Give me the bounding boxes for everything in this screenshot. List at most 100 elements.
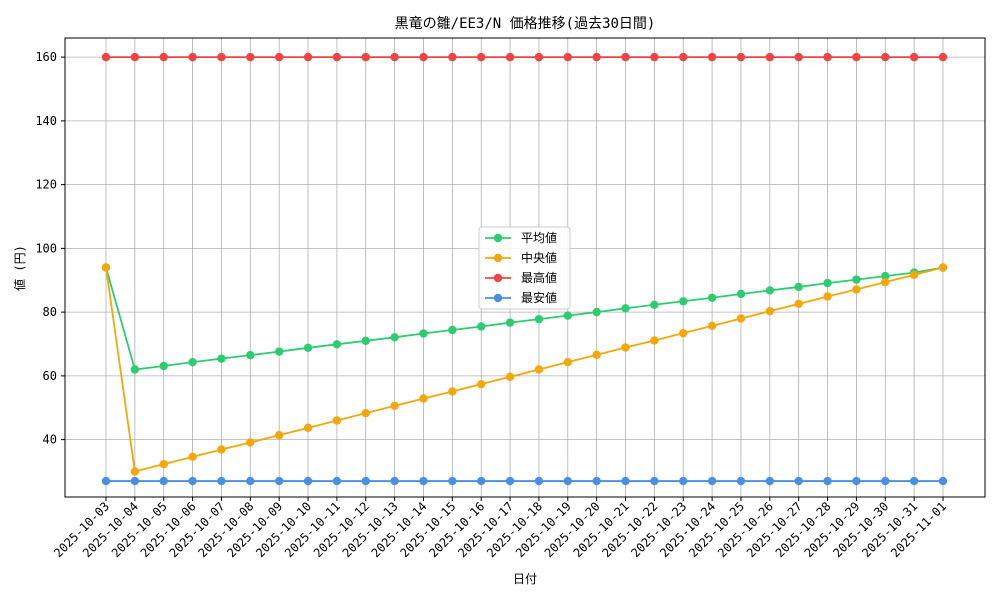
data-point	[101, 52, 111, 62]
data-point	[505, 372, 515, 382]
data-point	[274, 52, 284, 62]
data-point	[852, 275, 861, 284]
data-point	[823, 52, 832, 62]
data-point	[938, 263, 948, 272]
data-point	[650, 52, 659, 62]
x-axis-ticks: 2025-10-032025-10-042025-10-052025-10-06…	[51, 497, 949, 560]
data-point	[188, 357, 197, 367]
legend-label: 平均値	[521, 230, 557, 245]
data-point	[621, 476, 630, 486]
data-point	[881, 476, 890, 486]
data-point	[159, 361, 168, 371]
data-point	[130, 467, 140, 476]
data-point	[534, 52, 544, 62]
data-point	[159, 459, 168, 469]
data-point	[563, 52, 572, 62]
data-point	[274, 430, 284, 440]
data-point	[332, 340, 342, 349]
data-point	[419, 52, 428, 62]
data-point	[679, 476, 688, 486]
data-point	[159, 52, 168, 62]
data-point	[419, 394, 428, 403]
data-point	[852, 476, 861, 486]
legend-swatch-marker	[493, 233, 503, 243]
data-point	[505, 52, 515, 62]
data-point	[650, 336, 659, 345]
data-point	[650, 476, 659, 486]
y-tick-label: 80	[43, 305, 57, 319]
data-point	[794, 52, 803, 62]
data-point	[736, 289, 746, 299]
data-point	[765, 52, 775, 62]
data-point	[909, 476, 919, 486]
data-point	[909, 52, 919, 62]
data-point	[679, 52, 688, 62]
data-point	[101, 263, 111, 272]
data-point	[736, 476, 746, 486]
legend-box	[478, 226, 571, 310]
data-point	[765, 286, 775, 295]
series-4	[101, 476, 948, 486]
data-point	[823, 278, 832, 288]
data-point	[534, 314, 544, 324]
data-point	[130, 476, 140, 486]
series-line	[105, 266, 944, 473]
data-point	[477, 379, 486, 389]
data-point	[188, 452, 197, 462]
data-point	[592, 476, 601, 486]
y-tick-label: 60	[43, 369, 57, 383]
data-point	[650, 300, 659, 309]
data-point	[823, 476, 832, 486]
data-point	[679, 328, 688, 338]
series-2	[101, 263, 948, 476]
chart-title: 黒竜の雛/EE3/N 価格推移(過去30日間)	[395, 15, 656, 32]
data-point	[130, 52, 140, 62]
data-point	[448, 52, 457, 62]
data-point	[852, 285, 861, 294]
data-point	[332, 416, 342, 425]
data-point	[188, 476, 197, 486]
series-layer	[101, 52, 948, 486]
data-point	[390, 52, 399, 62]
data-point	[303, 343, 313, 353]
y-tick-label: 100	[35, 241, 57, 255]
data-point	[188, 52, 197, 62]
data-point	[217, 354, 226, 363]
data-point	[881, 52, 890, 62]
data-point	[246, 52, 255, 62]
data-point	[274, 347, 284, 356]
data-point	[736, 52, 746, 62]
legend-swatch-marker	[493, 273, 503, 283]
legend-swatch-marker	[493, 253, 503, 263]
data-point	[448, 325, 457, 335]
data-point	[794, 282, 803, 292]
data-point	[534, 476, 544, 486]
data-point	[477, 52, 486, 62]
data-point	[707, 476, 717, 486]
data-point	[505, 476, 515, 486]
data-point	[707, 293, 717, 302]
data-point	[303, 476, 313, 486]
data-point	[736, 314, 746, 323]
data-point	[592, 307, 601, 317]
data-point	[592, 52, 601, 62]
data-point	[217, 476, 226, 486]
data-point	[765, 306, 775, 316]
grid-lines	[65, 38, 985, 497]
series-3	[101, 52, 948, 62]
data-point	[390, 401, 399, 411]
data-point	[303, 52, 313, 62]
data-point	[390, 476, 399, 486]
data-point	[361, 52, 370, 62]
data-point	[419, 329, 428, 338]
data-point	[765, 476, 775, 486]
data-point	[621, 304, 630, 313]
data-point	[592, 350, 601, 360]
data-point	[419, 476, 428, 486]
data-point	[794, 476, 803, 486]
data-point	[563, 357, 572, 367]
data-point	[448, 476, 457, 486]
data-point	[938, 476, 948, 486]
y-axis-ticks: 40 60 80 100 120 140 160	[35, 50, 65, 447]
